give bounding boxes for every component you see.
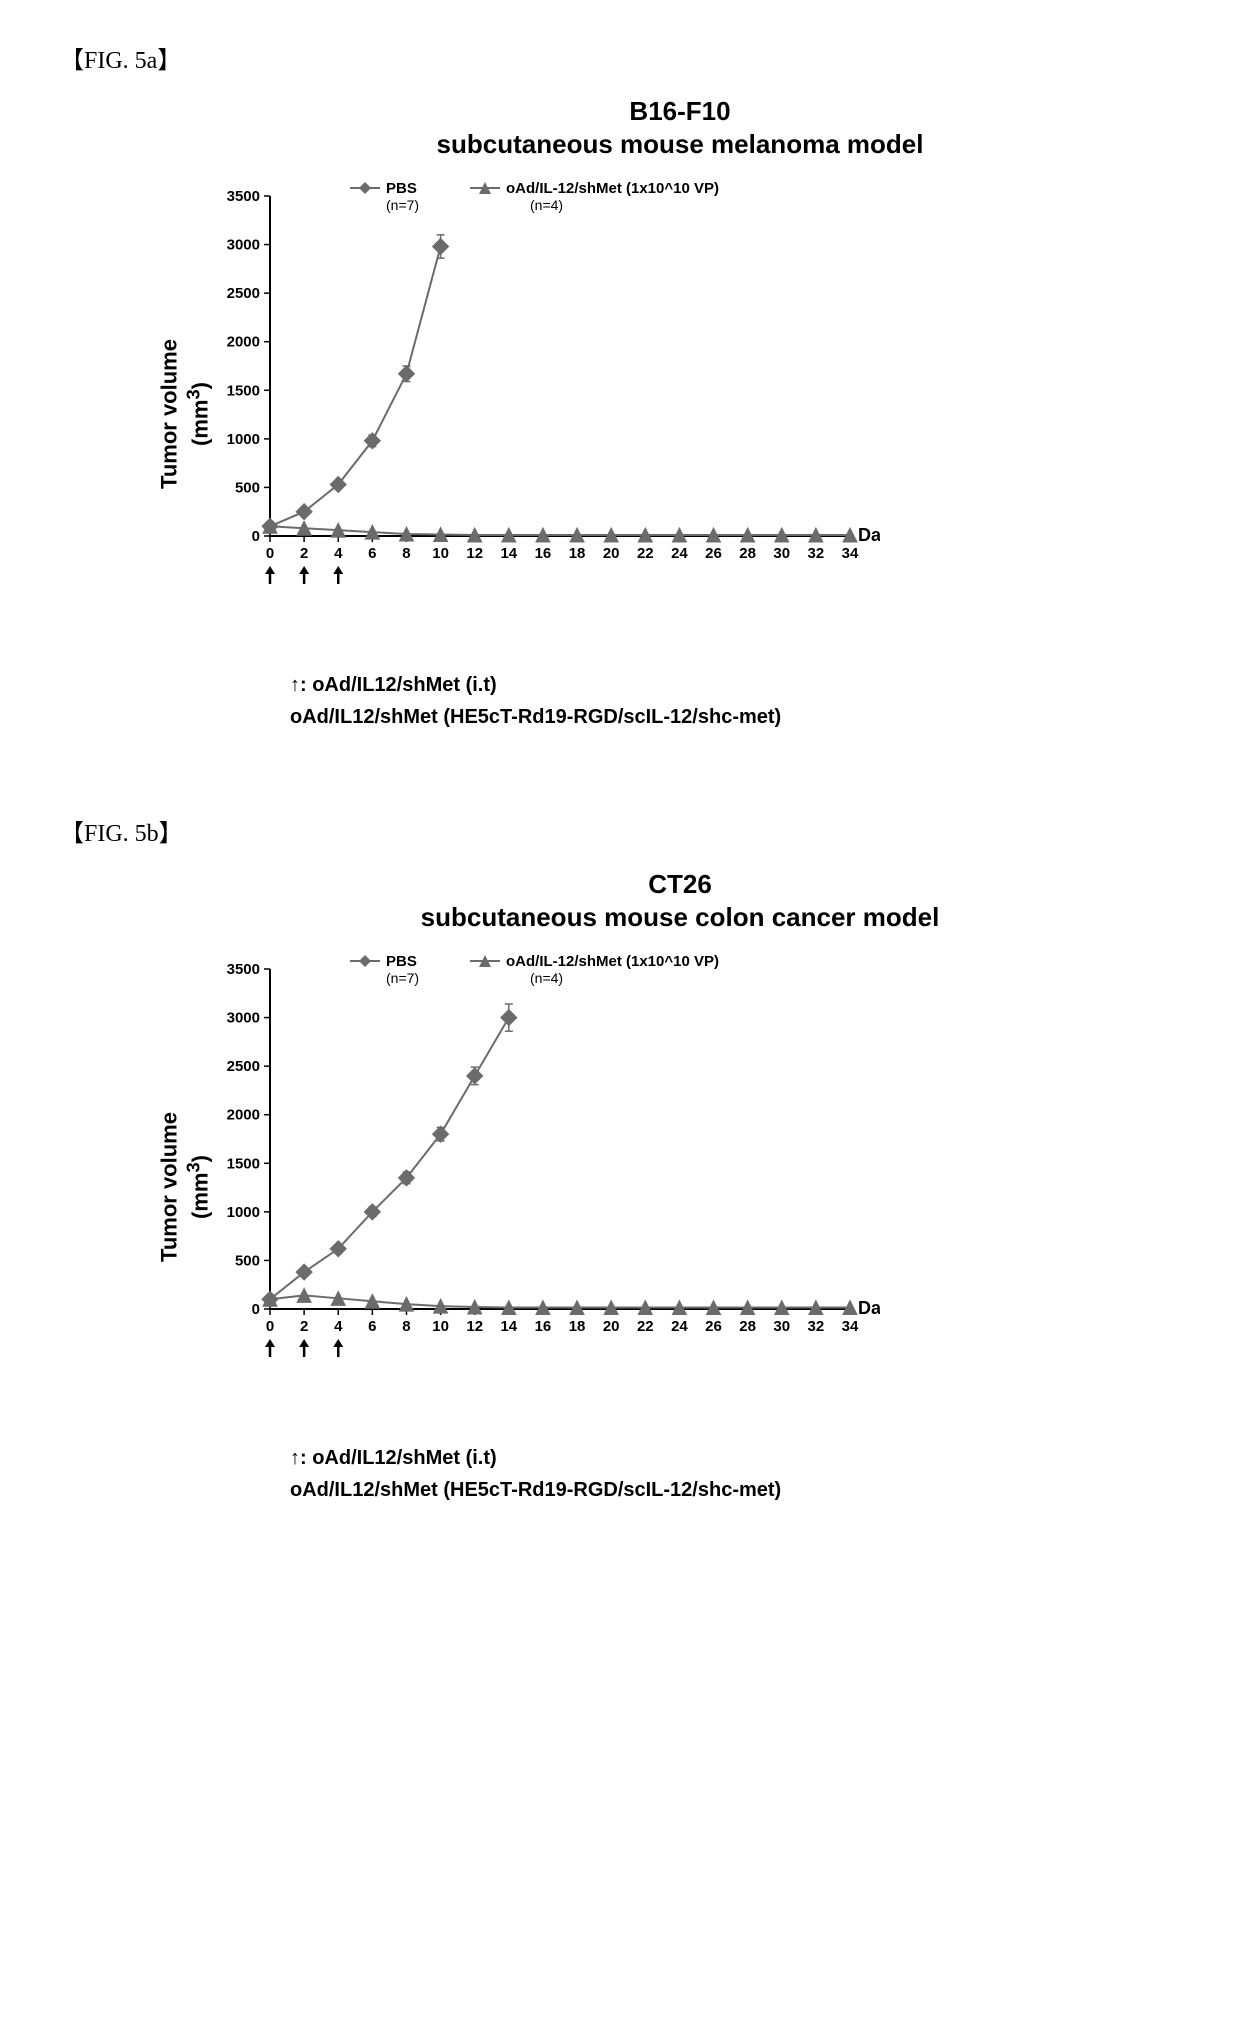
svg-text:16: 16 <box>535 545 552 562</box>
svg-text:PBS: PBS <box>386 953 417 970</box>
svg-text:28: 28 <box>739 545 756 562</box>
svg-text:3000: 3000 <box>227 237 260 254</box>
caption-b-1: ↑: oAd/IL12/shMet (i.t) <box>290 1442 1180 1474</box>
svg-text:4: 4 <box>334 1318 343 1335</box>
svg-text:30: 30 <box>773 1318 790 1335</box>
svg-text:2: 2 <box>300 545 308 562</box>
svg-text:26: 26 <box>705 545 722 562</box>
svg-text:18: 18 <box>569 545 586 562</box>
svg-text:1500: 1500 <box>227 382 260 399</box>
svg-text:10: 10 <box>432 545 449 562</box>
svg-text:18: 18 <box>569 1318 586 1335</box>
svg-text:24: 24 <box>671 545 688 562</box>
svg-text:Days: Days <box>858 1298 880 1318</box>
svg-text:6: 6 <box>368 545 376 562</box>
y-axis-label-b: Tumor volume(mm3) <box>156 1112 213 1262</box>
svg-text:12: 12 <box>466 545 483 562</box>
svg-text:1500: 1500 <box>227 1155 260 1172</box>
caption-b-2: oAd/IL12/shMet (HE5cT-Rd19-RGD/scIL-12/s… <box>290 1474 1180 1506</box>
figure-label-b: 【FIG. 5b】 <box>60 813 1180 848</box>
svg-text:34: 34 <box>842 545 859 562</box>
svg-text:20: 20 <box>603 545 620 562</box>
svg-text:26: 26 <box>705 1318 722 1335</box>
svg-text:12: 12 <box>466 1318 483 1335</box>
svg-text:3500: 3500 <box>227 188 260 205</box>
svg-text:(n=7): (n=7) <box>386 970 419 986</box>
svg-text:22: 22 <box>637 1318 654 1335</box>
title-b-line2: subcutaneous mouse colon cancer model <box>421 902 940 932</box>
title-b-line1: CT26 <box>648 869 712 899</box>
chart-block-b: CT26 subcutaneous mouse colon cancer mod… <box>180 868 1180 1506</box>
svg-text:3500: 3500 <box>227 961 260 978</box>
svg-text:(n=7): (n=7) <box>386 197 419 213</box>
svg-text:1000: 1000 <box>227 1204 260 1221</box>
svg-text:28: 28 <box>739 1318 756 1335</box>
svg-text:8: 8 <box>402 1318 410 1335</box>
chart-wrap-a: Tumor volume(mm3) 0500100015002000250030… <box>180 166 1180 661</box>
svg-text:10: 10 <box>432 1318 449 1335</box>
svg-text:2: 2 <box>300 1318 308 1335</box>
chart-title-b: CT26 subcutaneous mouse colon cancer mod… <box>180 868 1180 933</box>
svg-text:30: 30 <box>773 545 790 562</box>
svg-text:20: 20 <box>603 1318 620 1335</box>
caption-block-a: ↑: oAd/IL12/shMet (i.t) oAd/IL12/shMet (… <box>290 669 1180 733</box>
chart-wrap-b: Tumor volume(mm3) 0500100015002000250030… <box>180 939 1180 1434</box>
svg-text:0: 0 <box>252 528 260 545</box>
svg-text:6: 6 <box>368 1318 376 1335</box>
svg-text:0: 0 <box>266 1318 274 1335</box>
title-a-line2: subcutaneous mouse melanoma model <box>437 129 924 159</box>
svg-text:500: 500 <box>235 479 260 496</box>
svg-text:14: 14 <box>500 1318 517 1335</box>
svg-text:32: 32 <box>808 545 825 562</box>
svg-text:500: 500 <box>235 1252 260 1269</box>
svg-text:2500: 2500 <box>227 1058 260 1075</box>
caption-block-b: ↑: oAd/IL12/shMet (i.t) oAd/IL12/shMet (… <box>290 1442 1180 1506</box>
svg-text:24: 24 <box>671 1318 688 1335</box>
svg-text:2000: 2000 <box>227 334 260 351</box>
svg-text:0: 0 <box>252 1301 260 1318</box>
svg-text:(n=4): (n=4) <box>530 197 563 213</box>
svg-text:2500: 2500 <box>227 285 260 302</box>
svg-text:3000: 3000 <box>227 1010 260 1027</box>
svg-text:4: 4 <box>334 545 343 562</box>
svg-text:Days: Days <box>858 525 880 545</box>
svg-text:32: 32 <box>808 1318 825 1335</box>
figure-label-a: 【FIG. 5a】 <box>60 40 1180 75</box>
chart-svg-a: 0500100015002000250030003500024681012141… <box>180 166 880 656</box>
svg-text:oAd/IL-12/shMet (1x10^10 VP): oAd/IL-12/shMet (1x10^10 VP) <box>506 180 719 197</box>
svg-text:16: 16 <box>535 1318 552 1335</box>
title-a-line1: B16-F10 <box>629 96 730 126</box>
svg-text:0: 0 <box>266 545 274 562</box>
svg-text:34: 34 <box>842 1318 859 1335</box>
chart-svg-b: 0500100015002000250030003500024681012141… <box>180 939 880 1429</box>
svg-text:22: 22 <box>637 545 654 562</box>
svg-text:oAd/IL-12/shMet (1x10^10 VP): oAd/IL-12/shMet (1x10^10 VP) <box>506 953 719 970</box>
chart-block-a: B16-F10 subcutaneous mouse melanoma mode… <box>180 95 1180 733</box>
svg-text:PBS: PBS <box>386 180 417 197</box>
svg-text:8: 8 <box>402 545 410 562</box>
chart-title-a: B16-F10 subcutaneous mouse melanoma mode… <box>180 95 1180 160</box>
svg-text:(n=4): (n=4) <box>530 970 563 986</box>
svg-text:2000: 2000 <box>227 1107 260 1124</box>
caption-a-1: ↑: oAd/IL12/shMet (i.t) <box>290 669 1180 701</box>
svg-text:1000: 1000 <box>227 431 260 448</box>
svg-text:14: 14 <box>500 545 517 562</box>
caption-a-2: oAd/IL12/shMet (HE5cT-Rd19-RGD/scIL-12/s… <box>290 701 1180 733</box>
y-axis-label-a: Tumor volume(mm3) <box>156 339 213 489</box>
